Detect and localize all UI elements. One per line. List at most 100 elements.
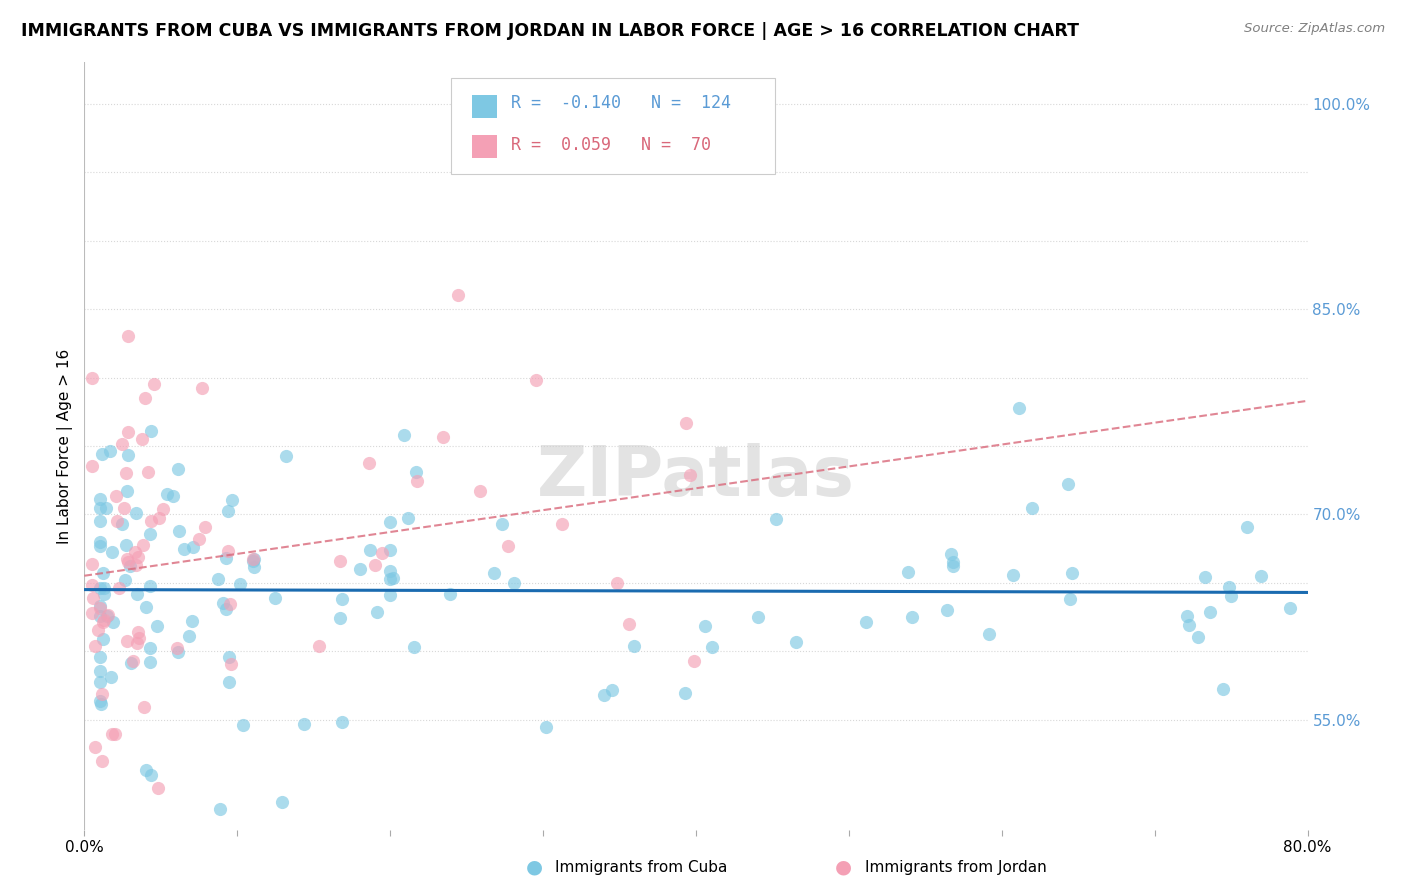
Immigrants from Jordan (683, 654, 706, 668)
Immigrants from Cuba (380, 572, 402, 586)
Immigrants from Jordan (371, 545, 394, 559)
Immigrants from Cuba (439, 587, 461, 601)
Immigrants from Cuba (96, 500, 118, 515)
Immigrants from Jordan (104, 726, 127, 740)
FancyBboxPatch shape (451, 78, 776, 174)
Immigrants from Cuba (89, 694, 111, 708)
Immigrants from Jordan (84, 639, 107, 653)
Immigrants from Jordan (115, 633, 138, 648)
Immigrants from Jordan (83, 739, 105, 754)
Immigrants from Jordan (166, 640, 188, 655)
Immigrants from Cuba (380, 564, 402, 578)
Immigrants from Cuba (89, 501, 111, 516)
Immigrants from Jordan (82, 591, 104, 605)
Immigrants from Jordan (242, 552, 264, 566)
Immigrants from Cuba (135, 763, 157, 777)
Immigrants from Cuba (91, 566, 114, 580)
Text: Immigrants from Jordan: Immigrants from Jordan (865, 861, 1046, 875)
Immigrants from Cuba (139, 655, 162, 669)
Immigrants from Cuba (111, 517, 134, 532)
Immigrants from Cuba (221, 492, 243, 507)
Immigrants from Cuba (1218, 580, 1240, 594)
Immigrants from Cuba (941, 555, 963, 569)
Immigrants from Cuba (623, 639, 645, 653)
Immigrants from Cuba (1002, 568, 1025, 582)
Immigrants from Jordan (111, 437, 134, 451)
Immigrants from Cuba (89, 492, 111, 507)
Immigrants from Jordan (617, 617, 640, 632)
Immigrants from Jordan (87, 623, 110, 637)
Immigrants from Jordan (142, 376, 165, 391)
Bar (472, 136, 496, 158)
Text: IMMIGRANTS FROM CUBA VS IMMIGRANTS FROM JORDAN IN LABOR FORCE | AGE > 16 CORRELA: IMMIGRANTS FROM CUBA VS IMMIGRANTS FROM … (21, 22, 1078, 40)
Immigrants from Jordan (152, 502, 174, 516)
Immigrants from Cuba (1194, 570, 1216, 584)
Immigrants from Cuba (1212, 681, 1234, 696)
Immigrants from Jordan (112, 501, 135, 516)
Immigrants from Cuba (1008, 401, 1031, 415)
Immigrants from Cuba (89, 514, 111, 528)
Immigrants from Jordan (551, 517, 574, 532)
Immigrants from Cuba (1056, 476, 1078, 491)
Immigrants from Cuba (482, 566, 505, 581)
Immigrants from Cuba (1220, 589, 1243, 603)
Immigrants from Jordan (675, 416, 697, 430)
Immigrants from Cuba (380, 588, 402, 602)
Immigrants from Cuba (103, 615, 125, 629)
Immigrants from Cuba (942, 558, 965, 573)
Immigrants from Cuba (100, 671, 122, 685)
Immigrants from Cuba (98, 443, 121, 458)
Immigrants from Jordan (187, 532, 209, 546)
Immigrants from Cuba (166, 645, 188, 659)
Text: ●: ● (835, 857, 852, 876)
Immigrants from Jordan (329, 554, 352, 568)
Immigrants from Cuba (229, 577, 252, 591)
Immigrants from Cuba (89, 599, 111, 614)
Immigrants from Jordan (117, 555, 139, 569)
Immigrants from Jordan (405, 475, 427, 489)
Immigrants from Jordan (80, 370, 103, 384)
Text: Immigrants from Cuba: Immigrants from Cuba (555, 861, 728, 875)
Immigrants from Cuba (747, 610, 769, 624)
Immigrants from Cuba (167, 462, 190, 476)
Immigrants from Cuba (329, 611, 352, 625)
Immigrants from Jordan (105, 489, 128, 503)
Immigrants from Cuba (217, 504, 239, 518)
Immigrants from Cuba (181, 615, 204, 629)
Immigrants from Cuba (242, 554, 264, 568)
Immigrants from Cuba (330, 591, 353, 606)
Immigrants from Jordan (121, 654, 143, 668)
Immigrants from Cuba (114, 573, 136, 587)
Immigrants from Cuba (491, 516, 513, 531)
Immigrants from Jordan (364, 558, 387, 573)
Text: ZIPatlas: ZIPatlas (537, 443, 855, 510)
Immigrants from Jordan (524, 373, 547, 387)
Immigrants from Cuba (115, 538, 138, 552)
Immigrants from Cuba (897, 565, 920, 579)
Immigrants from Cuba (141, 424, 163, 438)
Immigrants from Cuba (1250, 569, 1272, 583)
Immigrants from Cuba (405, 465, 427, 479)
Immigrants from Cuba (139, 641, 162, 656)
Immigrants from Jordan (134, 391, 156, 405)
Immigrants from Jordan (191, 381, 214, 395)
Immigrants from Cuba (901, 609, 924, 624)
Immigrants from Cuba (89, 650, 111, 665)
Immigrants from Jordan (90, 754, 112, 768)
Immigrants from Cuba (96, 608, 118, 623)
Immigrants from Jordan (115, 467, 138, 481)
Immigrants from Cuba (89, 534, 111, 549)
Immigrants from Cuba (263, 591, 285, 605)
Immigrants from Cuba (212, 596, 235, 610)
Immigrants from Cuba (693, 618, 716, 632)
Immigrants from Cuba (939, 547, 962, 561)
Immigrants from Cuba (380, 515, 402, 529)
Immigrants from Jordan (127, 636, 149, 650)
Immigrants from Cuba (125, 506, 148, 520)
Immigrants from Cuba (215, 550, 238, 565)
Immigrants from Cuba (1236, 520, 1258, 534)
Immigrants from Jordan (468, 483, 491, 498)
Immigrants from Jordan (124, 544, 146, 558)
Immigrants from Cuba (1198, 605, 1220, 619)
Immigrants from Cuba (218, 674, 240, 689)
